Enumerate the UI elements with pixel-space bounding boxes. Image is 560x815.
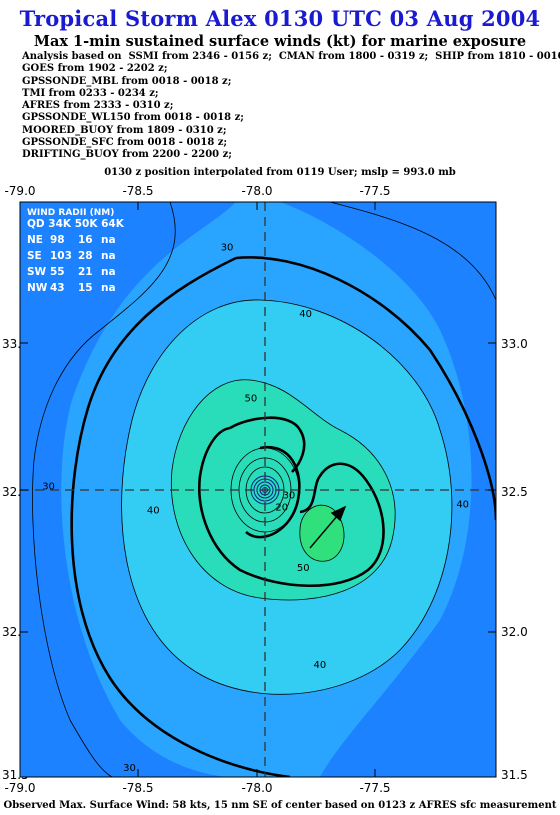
x-tick-top: -78.5 <box>122 184 153 198</box>
x-tick-top: -77.5 <box>359 184 390 198</box>
svg-text:98: 98 <box>50 234 65 246</box>
contour-label: 30 <box>42 482 55 493</box>
max-wind-arrow <box>309 505 347 549</box>
contour-label: 40 <box>147 506 160 517</box>
x-tick-bottom: -78.0 <box>241 781 272 792</box>
chart-subtitle: Max 1-min sustained surface winds (kt) f… <box>33 33 527 50</box>
svg-text:15: 15 <box>78 282 93 294</box>
contour-label: 50 <box>297 563 310 574</box>
contour-50-thick-inner <box>245 445 301 539</box>
analysis-line-0: Analysis based on SSMI from 2346 - 0156 … <box>22 51 560 62</box>
analysis-line-5: GPSSONDE_WL150 from 0018 - 0018 z; <box>22 112 244 124</box>
y-tick-right: 31.5 <box>501 768 528 782</box>
contour-50-upper <box>229 416 306 473</box>
x-tick-bottom: -78.5 <box>122 781 153 792</box>
y-tick-right: 32.5 <box>501 485 528 499</box>
contour-34-thick-right <box>235 256 496 521</box>
svg-text:na: na <box>101 266 116 278</box>
wind-radii-title: WIND RADII (NM) <box>27 208 114 218</box>
svg-text:43: 43 <box>50 282 65 294</box>
contour-label: 30 <box>123 763 136 774</box>
contour-label: 40 <box>456 500 469 511</box>
wind-radii-row: NE 98 16 na <box>27 234 116 246</box>
analysis-line-7: GPSSONDE_SFC from 0018 - 0018 z; <box>22 137 228 149</box>
wind-radii-table: WIND RADII (NM) QD 34K 50K 64K NE 98 16 … <box>27 208 125 294</box>
analysis-line-2: GPSSONDE_MBL from 0018 - 0018 z; <box>22 75 232 87</box>
contour-label: 40 <box>299 309 312 320</box>
y-tick-right: 33.0 <box>501 337 528 351</box>
x-tick-top: -79.0 <box>4 184 35 198</box>
svg-text:na: na <box>101 282 116 294</box>
svg-text:SE: SE <box>27 250 42 262</box>
observed-max-wind: Observed Max. Surface Wind: 58 kts, 15 n… <box>3 800 557 811</box>
wind-radii-header: QD 34K 50K 64K <box>27 218 125 230</box>
contour-30-right <box>329 202 496 301</box>
tick-marks <box>20 202 496 777</box>
wind-radii-row: SE 103 28 na <box>27 250 116 262</box>
analysis-line-8: DRIFTING_BUOY from 2200 - 2200 z; <box>22 149 232 161</box>
svg-text:21: 21 <box>78 266 93 278</box>
svg-text:SW: SW <box>27 266 47 278</box>
contour-label: 50 <box>244 394 257 405</box>
contour-label: 40 <box>314 660 327 671</box>
analysis-line-1: GOES from 1902 - 2202 z; <box>22 63 168 75</box>
chart-title: Tropical Storm Alex 0130 UTC 03 Aug 2004 <box>19 6 541 31</box>
analysis-line-4: AFRES from 2333 - 0310 z; <box>22 100 174 112</box>
y-tick-right: 32.0 <box>501 625 528 639</box>
contour-50-thick <box>198 426 385 588</box>
contour-label: 30 <box>283 491 296 502</box>
analysis-line-3: TMI from 0233 - 0234 z; <box>22 87 159 99</box>
wind-radii-row: SW 55 21 na <box>27 266 116 278</box>
wind-contour-chart: -79.0 -78.5 -78.0 -77.5 -79.0 -78.5 -78.… <box>2 184 528 792</box>
svg-text:na: na <box>101 250 116 262</box>
svg-text:28: 28 <box>78 250 93 262</box>
svg-text:103: 103 <box>50 250 72 262</box>
svg-text:55: 55 <box>50 266 65 278</box>
svg-text:16: 16 <box>78 234 93 246</box>
analysis-sources: Analysis based on SSMI from 2346 - 0156 … <box>22 51 560 162</box>
contour-label: 30 <box>221 242 234 253</box>
x-tick-bottom: -77.5 <box>359 781 390 792</box>
svg-text:NW: NW <box>27 282 48 294</box>
analysis-line-6: MOORED_BUOY from 1809 - 0310 z; <box>22 124 227 136</box>
x-tick-top: -78.0 <box>241 184 272 198</box>
x-tick-bottom: -79.0 <box>4 781 35 792</box>
svg-text:NE: NE <box>27 234 43 246</box>
contour-30-upper <box>32 202 176 777</box>
contour-label: 20 <box>275 503 288 514</box>
contour-34-thick <box>70 256 291 777</box>
svg-text:na: na <box>101 234 116 246</box>
position-note: 0130 z position interpolated from 0119 U… <box>104 167 456 178</box>
wind-radii-row: NW 43 15 na <box>27 282 116 294</box>
